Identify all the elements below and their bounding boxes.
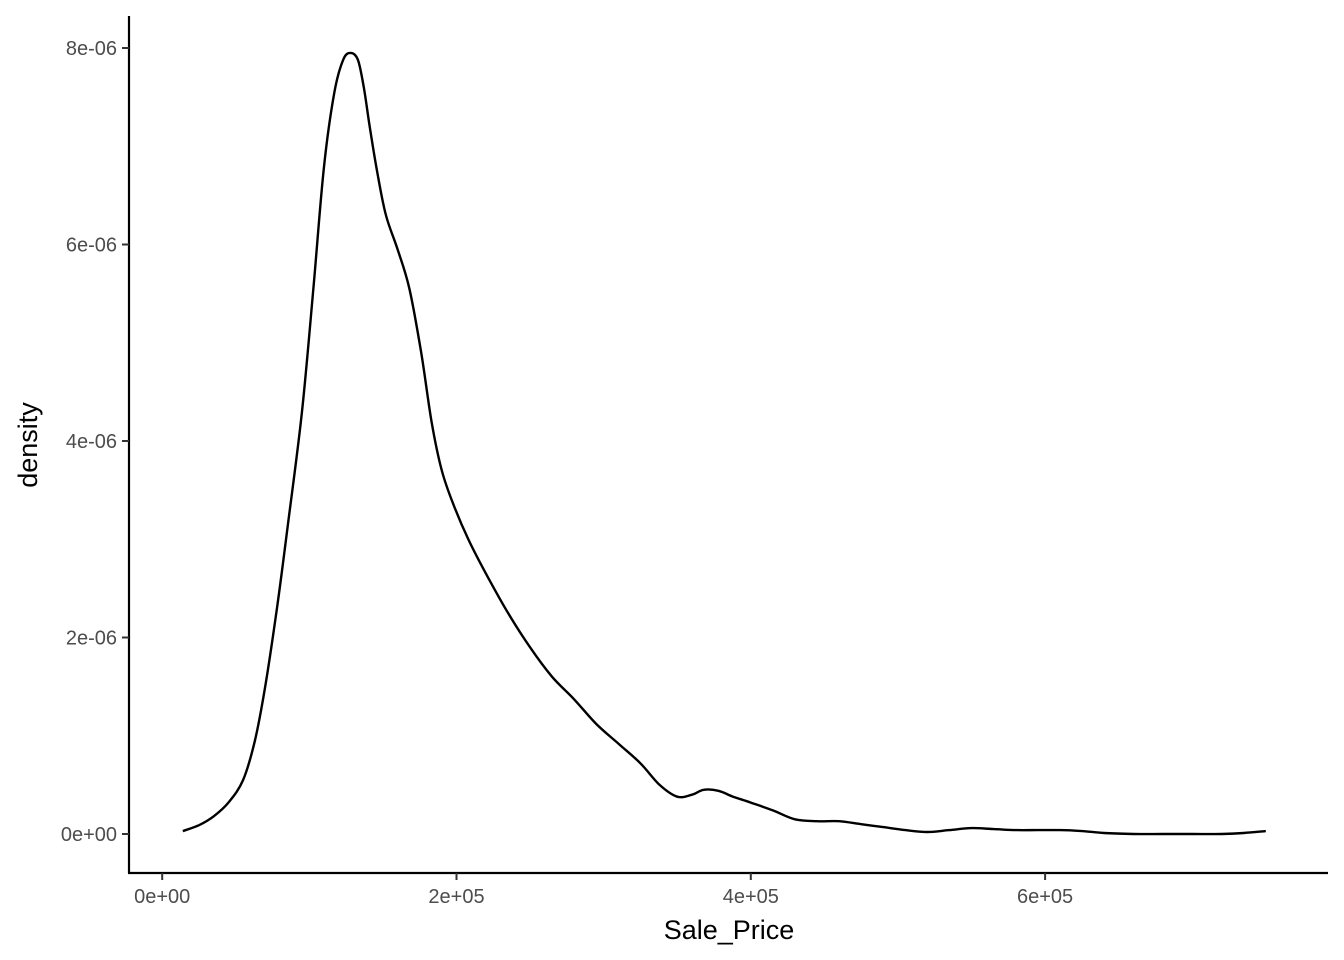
x-axis-title: Sale_Price xyxy=(664,915,795,945)
y-tick-label: 4e-06 xyxy=(66,431,117,453)
y-tick-label: 8e-06 xyxy=(66,38,117,60)
y-tick-label: 2e-06 xyxy=(66,628,117,650)
x-tick-label: 2e+05 xyxy=(428,886,484,908)
y-axis-title: density xyxy=(13,402,43,488)
x-tick-label: 4e+05 xyxy=(723,886,779,908)
x-tick-label: 0e+00 xyxy=(134,886,190,908)
y-tick-label: 0e+00 xyxy=(61,824,117,846)
axes: 0e+00 2e+05 4e+05 6e+05 0e+00 2e-06 4e-06 6e-06… xyxy=(61,16,1328,908)
x-tick-label: 6e+05 xyxy=(1017,886,1073,908)
y-tick-label: 6e-06 xyxy=(66,235,117,257)
density-line xyxy=(182,51,1266,836)
plot-area xyxy=(182,51,1266,836)
